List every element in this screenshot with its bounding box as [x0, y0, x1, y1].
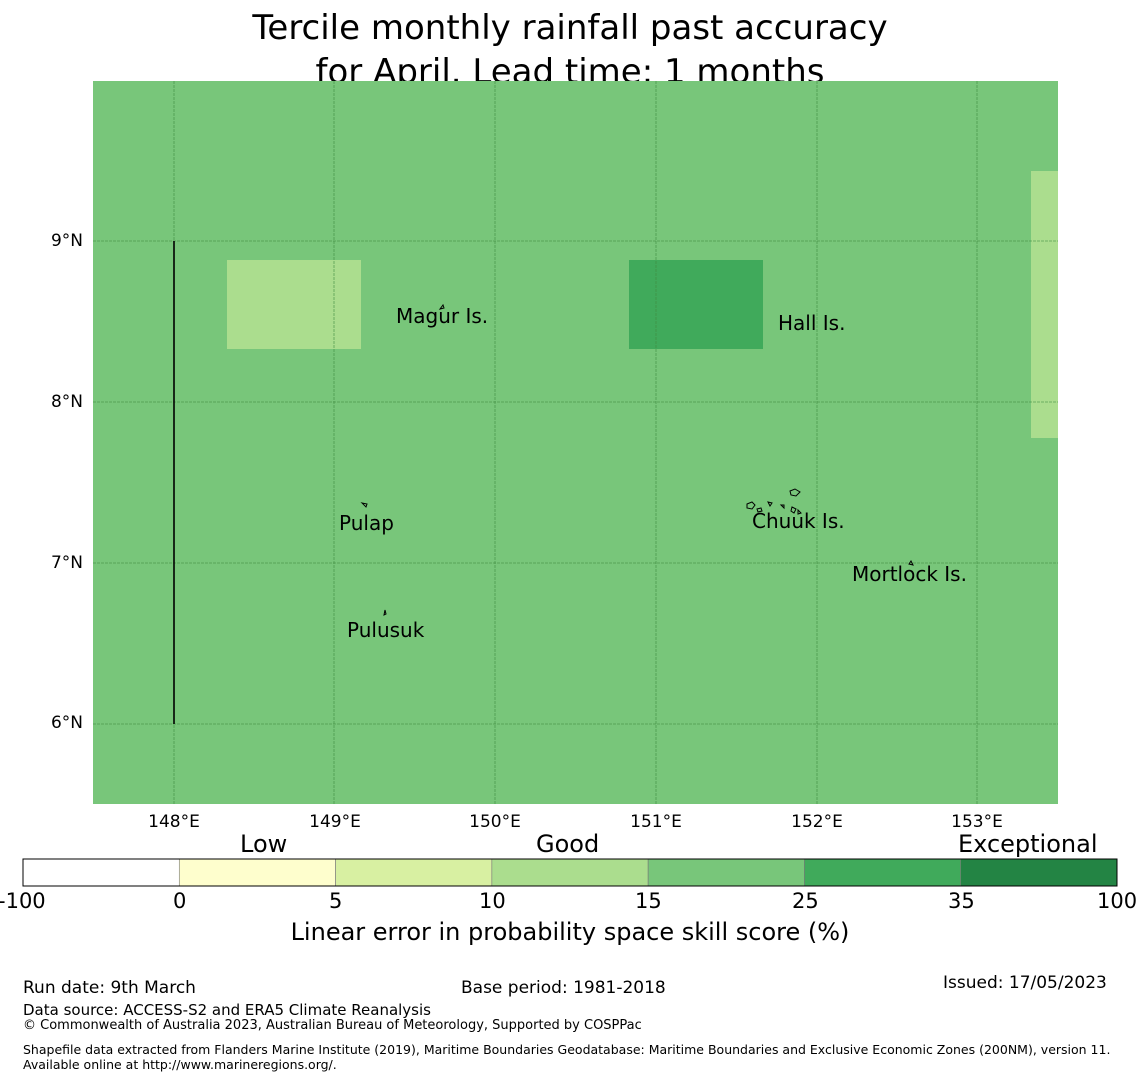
shapefile-attribution: Shapefile data extracted from Flanders M…: [23, 1042, 1111, 1072]
lat-label-8n: 8°N: [50, 392, 83, 412]
lat-label-6n: 6°N: [50, 713, 83, 733]
island-chuuk-lagoon: [746, 488, 802, 515]
colorbar-segment-1: [178, 858, 336, 887]
title-line-1: Tercile monthly rainfall past accuracy: [252, 8, 888, 48]
chart-title: Tercile monthly rainfall past accuracy f…: [0, 6, 1140, 94]
base-period: Base period: 1981-2018: [461, 978, 666, 998]
colorbar-label-25: 25: [792, 889, 819, 913]
lon-label-149e: 149°E: [309, 812, 361, 832]
place-chuuk: Chuuk Is.: [752, 509, 845, 533]
lat-label-7n: 7°N: [50, 553, 83, 573]
map-background: [93, 81, 1058, 804]
colorbar-frame: [22, 858, 1118, 887]
island-pulap: [360, 502, 368, 508]
colorbar-label-35: 35: [948, 889, 975, 913]
colorbar: [22, 858, 1118, 887]
colorbar-segment-0: [22, 858, 180, 887]
place-mortlock: Mortlock Is.: [852, 562, 967, 586]
lon-label-150e: 150°E: [469, 812, 521, 832]
lon-label-153e: 153°E: [951, 812, 1003, 832]
cell-magur-light: [227, 260, 361, 349]
legend-category-low: Low: [240, 830, 288, 858]
copyright-note: © Commonwealth of Australia 2023, Austra…: [23, 1018, 642, 1033]
place-magur: Magur Is.: [396, 304, 489, 328]
colorbar-label-minus100: -100: [0, 889, 46, 913]
colorbar-label-100: 100: [1097, 889, 1138, 913]
issued-date: Issued: 17/05/2023: [943, 973, 1107, 993]
lat-label-9n: 9°N: [50, 231, 83, 251]
data-source: Data source: ACCESS-S2 and ERA5 Climate …: [23, 1001, 431, 1019]
cell-east-edge-light: [1031, 171, 1058, 438]
colorbar-axis-label: Linear error in probability space skill …: [290, 918, 850, 946]
lon-label-151e: 151°E: [630, 812, 682, 832]
colorbar-segment-6: [960, 858, 1118, 887]
colorbar-label-0: 0: [173, 889, 187, 913]
legend-category-exceptional: Exceptional: [958, 830, 1098, 858]
colorbar-segment-4: [647, 858, 805, 887]
run-date: Run date: 9th March: [23, 978, 196, 998]
place-pulap: Pulap: [339, 511, 394, 535]
island-magur: [438, 303, 445, 310]
cell-hall-dark: [629, 260, 763, 349]
colorbar-segment-2: [335, 858, 493, 887]
colorbar-label-10: 10: [479, 889, 506, 913]
place-pulusuk: Pulusuk: [347, 618, 425, 642]
island-outlines: [360, 303, 914, 616]
lon-label-152e: 152°E: [791, 812, 843, 832]
colorbar-label-5: 5: [329, 889, 343, 913]
island-pulusuk: [383, 609, 387, 616]
island-mortlock: [908, 560, 914, 566]
colorbar-label-15: 15: [635, 889, 662, 913]
place-hall: Hall Is.: [778, 311, 846, 335]
legend-category-good: Good: [536, 830, 600, 858]
colorbar-segment-5: [804, 858, 962, 887]
colorbar-segment-3: [491, 858, 649, 887]
lon-label-148e: 148°E: [148, 812, 200, 832]
